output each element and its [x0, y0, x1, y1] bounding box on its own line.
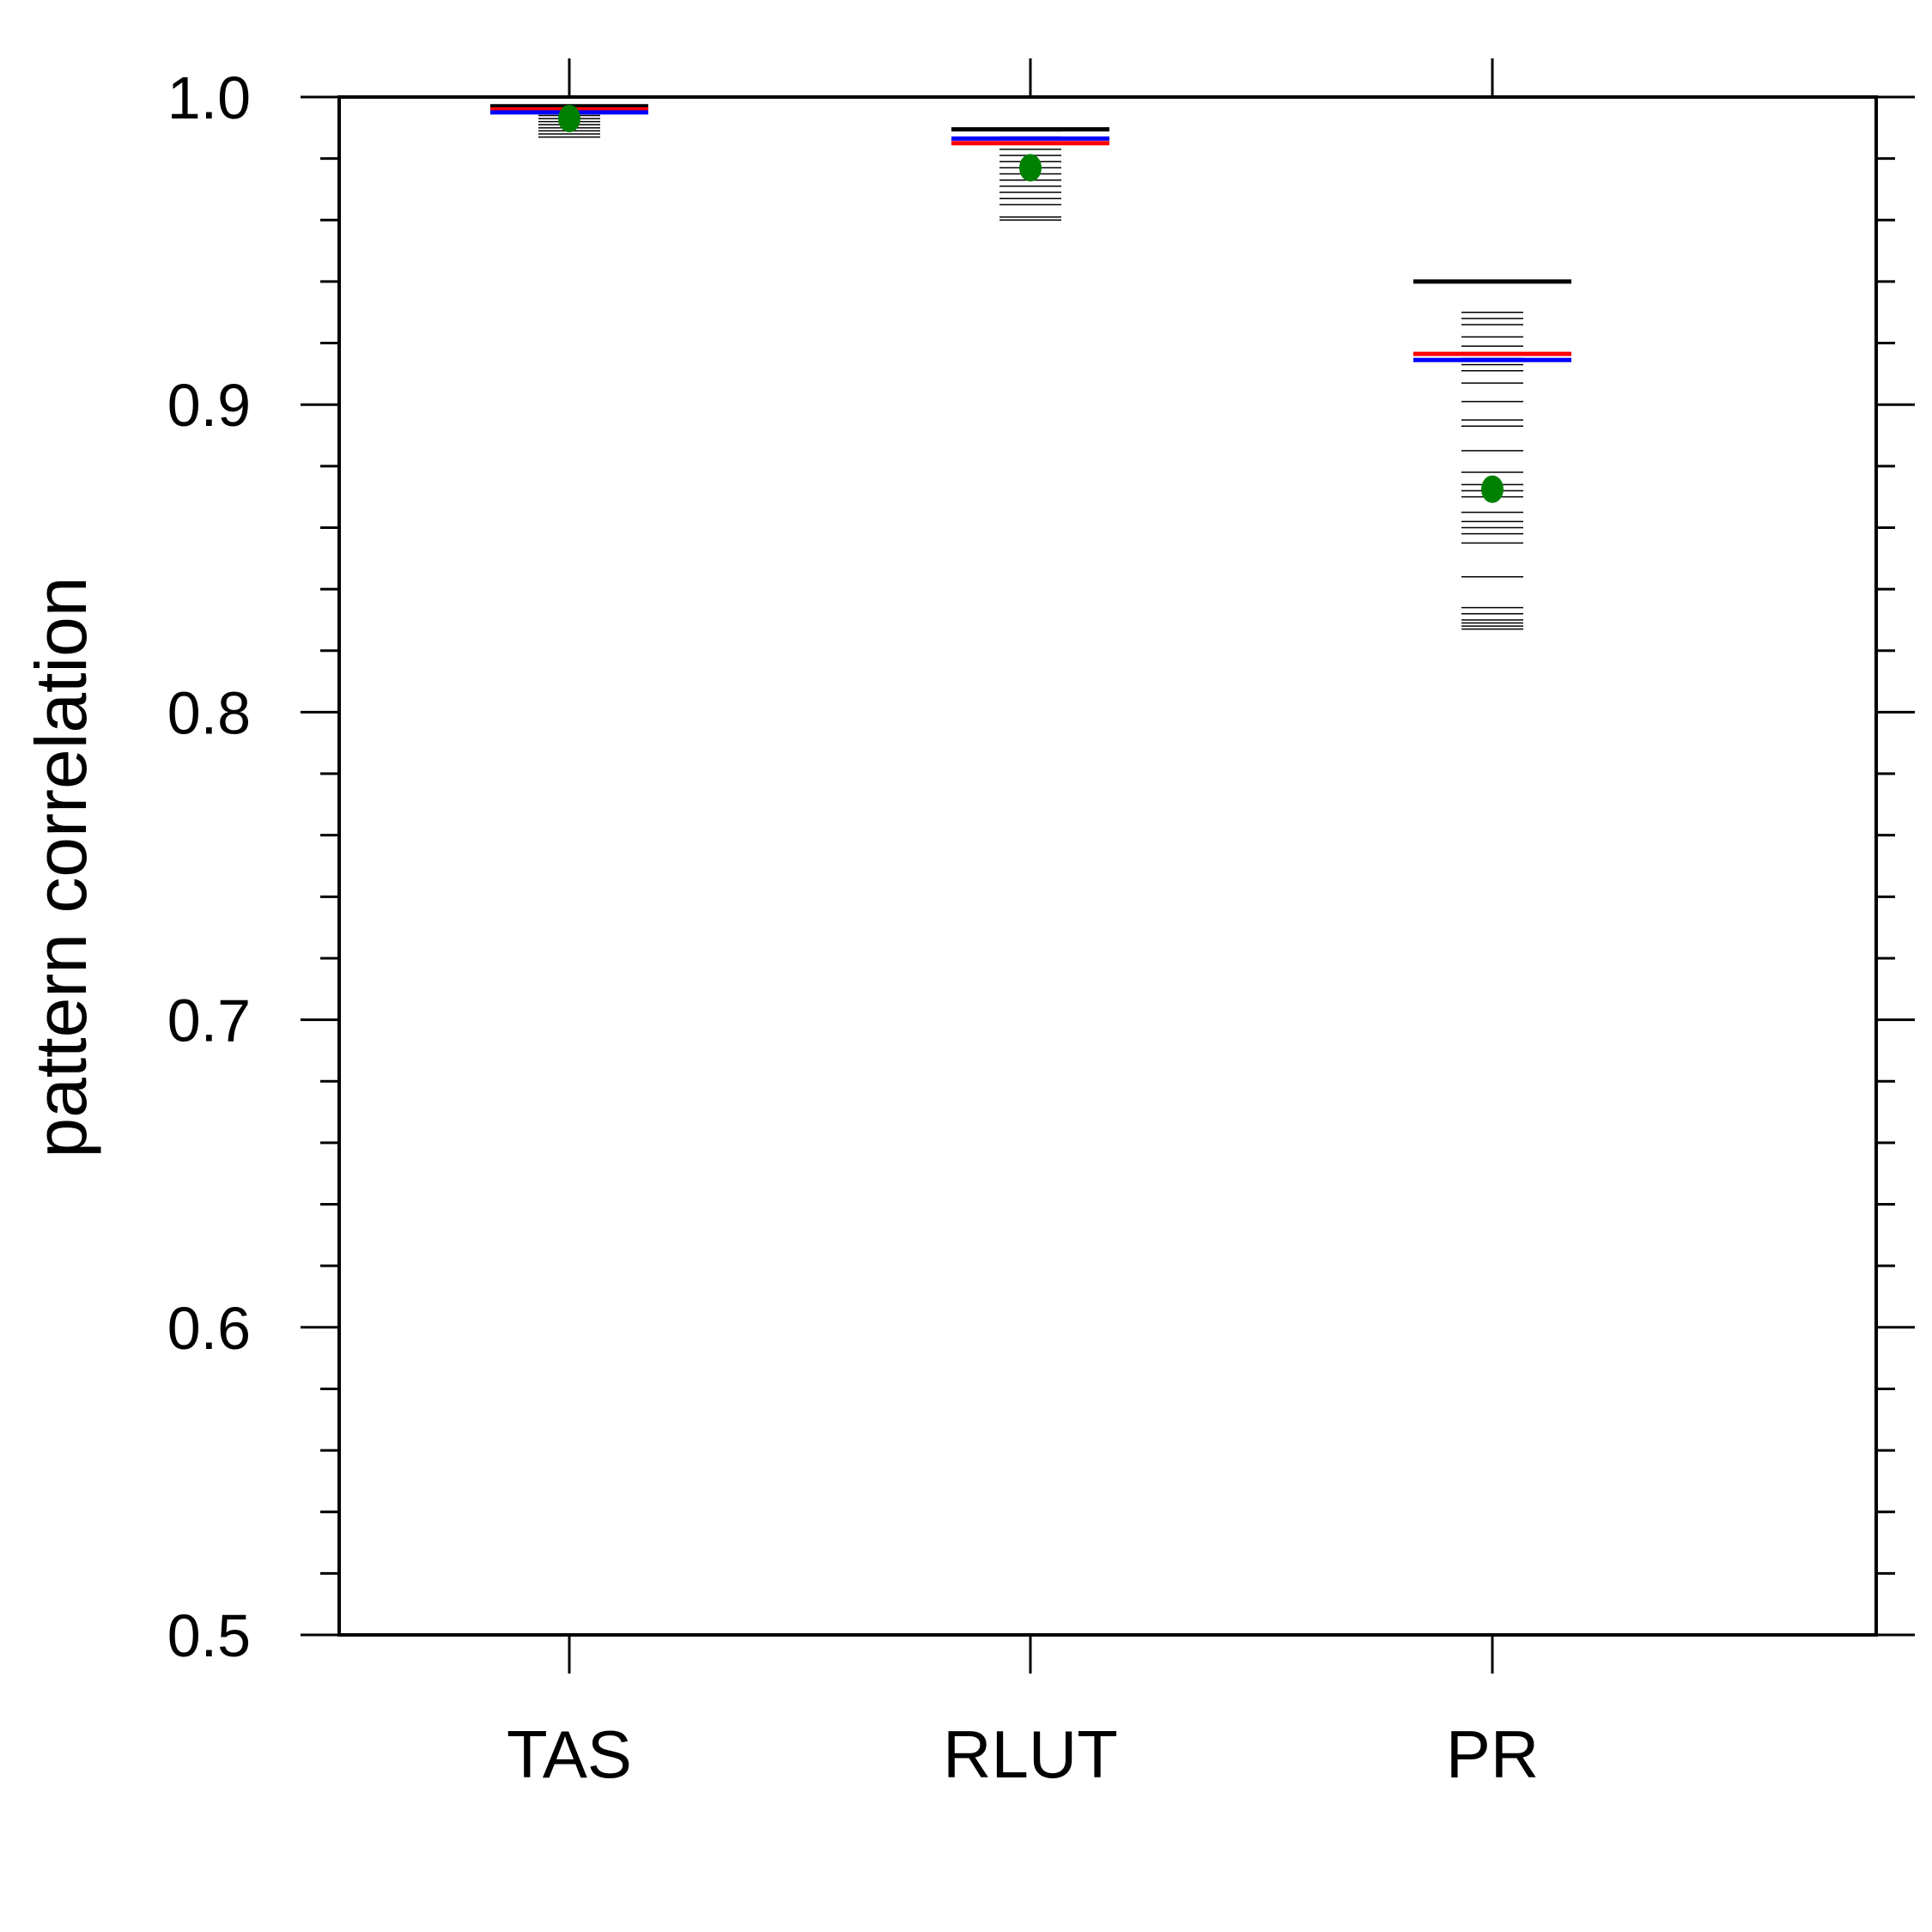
- y-tick-label: 0.8: [167, 679, 251, 746]
- axis-layer: [301, 58, 1915, 1674]
- y-tick-label: 1.0: [167, 64, 251, 131]
- green-dot-mark: [558, 105, 580, 133]
- y-axis-title: pattern correlation: [21, 576, 101, 1157]
- x-category-label: RLUT: [943, 1716, 1118, 1792]
- x-category-label: PR: [1446, 1716, 1539, 1792]
- green-dot-mark: [1019, 154, 1042, 182]
- x-category-label: TAS: [507, 1716, 632, 1792]
- green-dot-mark: [1481, 475, 1504, 503]
- y-tick-label: 0.7: [167, 987, 251, 1054]
- plot-frame: [337, 95, 1878, 1637]
- y-tick-label: 0.6: [167, 1295, 251, 1362]
- label-layer: 0.5 0.6 0.7 0.8 0.9 1.0 TAS RLUT PR: [167, 64, 1539, 1792]
- series-layer: [490, 104, 1571, 503]
- y-tick-label: 0.5: [167, 1602, 251, 1669]
- y-tick-label: 0.9: [167, 372, 251, 439]
